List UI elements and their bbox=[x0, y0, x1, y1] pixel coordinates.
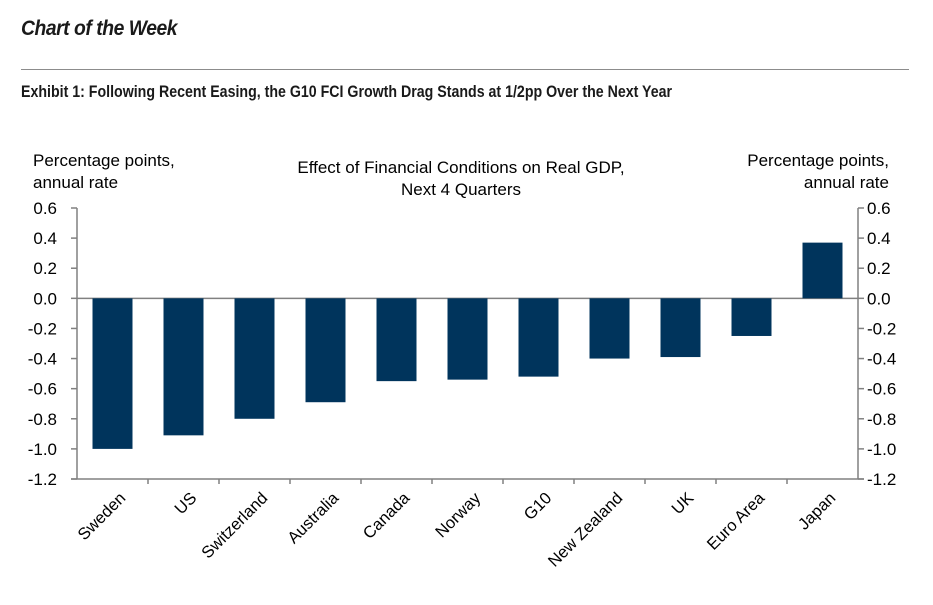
bar-norway bbox=[447, 298, 488, 380]
y-tick-label-left: -1.0 bbox=[28, 440, 57, 459]
bar-uk bbox=[660, 298, 701, 358]
y-tick-label-right: -1.0 bbox=[867, 440, 896, 459]
bar-euro-area bbox=[731, 298, 772, 336]
y-tick-label-left: 0.0 bbox=[33, 289, 57, 308]
tick-labels-layer: 0.6 0.6 0.4 0.4 0.2 0.2 0.0 0.0 -0.2 -0.2 -0.4 -0.4… bbox=[28, 199, 897, 571]
y-tick-label-right: 0.6 bbox=[867, 199, 891, 218]
y-tick-label-left: -1.2 bbox=[28, 470, 57, 489]
bar-australia bbox=[305, 298, 346, 403]
y-tick-label-right: 0.0 bbox=[867, 289, 891, 308]
x-tick-label: Sweden bbox=[74, 489, 129, 544]
y-tick-label-right: 0.4 bbox=[867, 229, 891, 248]
y-axis-right-label-line-1: Percentage points, bbox=[747, 151, 889, 170]
y-tick-label-right: -0.2 bbox=[867, 319, 896, 338]
x-tick-label: US bbox=[171, 489, 200, 518]
x-tick-label: Euro Area bbox=[704, 489, 769, 554]
y-axis-left-label-line-1: Percentage points, bbox=[33, 151, 175, 170]
x-tick-label: Norway bbox=[432, 489, 485, 542]
y-tick-label-left: 0.2 bbox=[33, 259, 57, 278]
bar-japan bbox=[802, 242, 843, 299]
x-tick-label: Japan bbox=[795, 489, 840, 534]
x-tick-label: Canada bbox=[360, 489, 414, 543]
bar-sweden bbox=[92, 298, 133, 449]
chart-title-line-2: Next 4 Quarters bbox=[401, 180, 521, 199]
bar-canada bbox=[376, 298, 417, 382]
y-tick-label-left: 0.4 bbox=[33, 229, 57, 248]
y-tick-label-left: -0.4 bbox=[28, 350, 57, 369]
bar-g10 bbox=[518, 298, 559, 377]
bars-layer bbox=[92, 242, 843, 449]
y-axis-left-label-line-2: annual rate bbox=[33, 173, 118, 192]
y-tick-label-right: -1.2 bbox=[867, 470, 896, 489]
chart-title-line-1: Effect of Financial Conditions on Real G… bbox=[297, 158, 624, 177]
bar-new-zealand bbox=[589, 298, 630, 359]
y-tick-label-left: 0.6 bbox=[33, 199, 57, 218]
x-tick-label: Australia bbox=[284, 489, 343, 548]
y-tick-label-right: -0.8 bbox=[867, 410, 896, 429]
y-tick-label-left: -0.6 bbox=[28, 380, 57, 399]
x-tick-label: New Zealand bbox=[545, 489, 626, 570]
y-tick-label-left: -0.8 bbox=[28, 410, 57, 429]
x-tick-label: Switzerland bbox=[198, 489, 271, 562]
y-axis-right-label-line-2: annual rate bbox=[804, 173, 889, 192]
x-tick-label: G10 bbox=[521, 489, 556, 524]
y-tick-label-right: -0.6 bbox=[867, 380, 896, 399]
bar-switzerland bbox=[234, 298, 275, 419]
exhibit-title: Exhibit 1: Following Recent Easing, the … bbox=[21, 83, 673, 101]
x-tick-label: UK bbox=[668, 489, 697, 518]
bar-us bbox=[163, 298, 204, 436]
y-tick-label-right: -0.4 bbox=[867, 350, 896, 369]
y-tick-label-left: -0.2 bbox=[28, 319, 57, 338]
section-title: Chart of the Week bbox=[21, 17, 178, 40]
y-tick-label-right: 0.2 bbox=[867, 259, 891, 278]
header-divider bbox=[21, 69, 909, 70]
